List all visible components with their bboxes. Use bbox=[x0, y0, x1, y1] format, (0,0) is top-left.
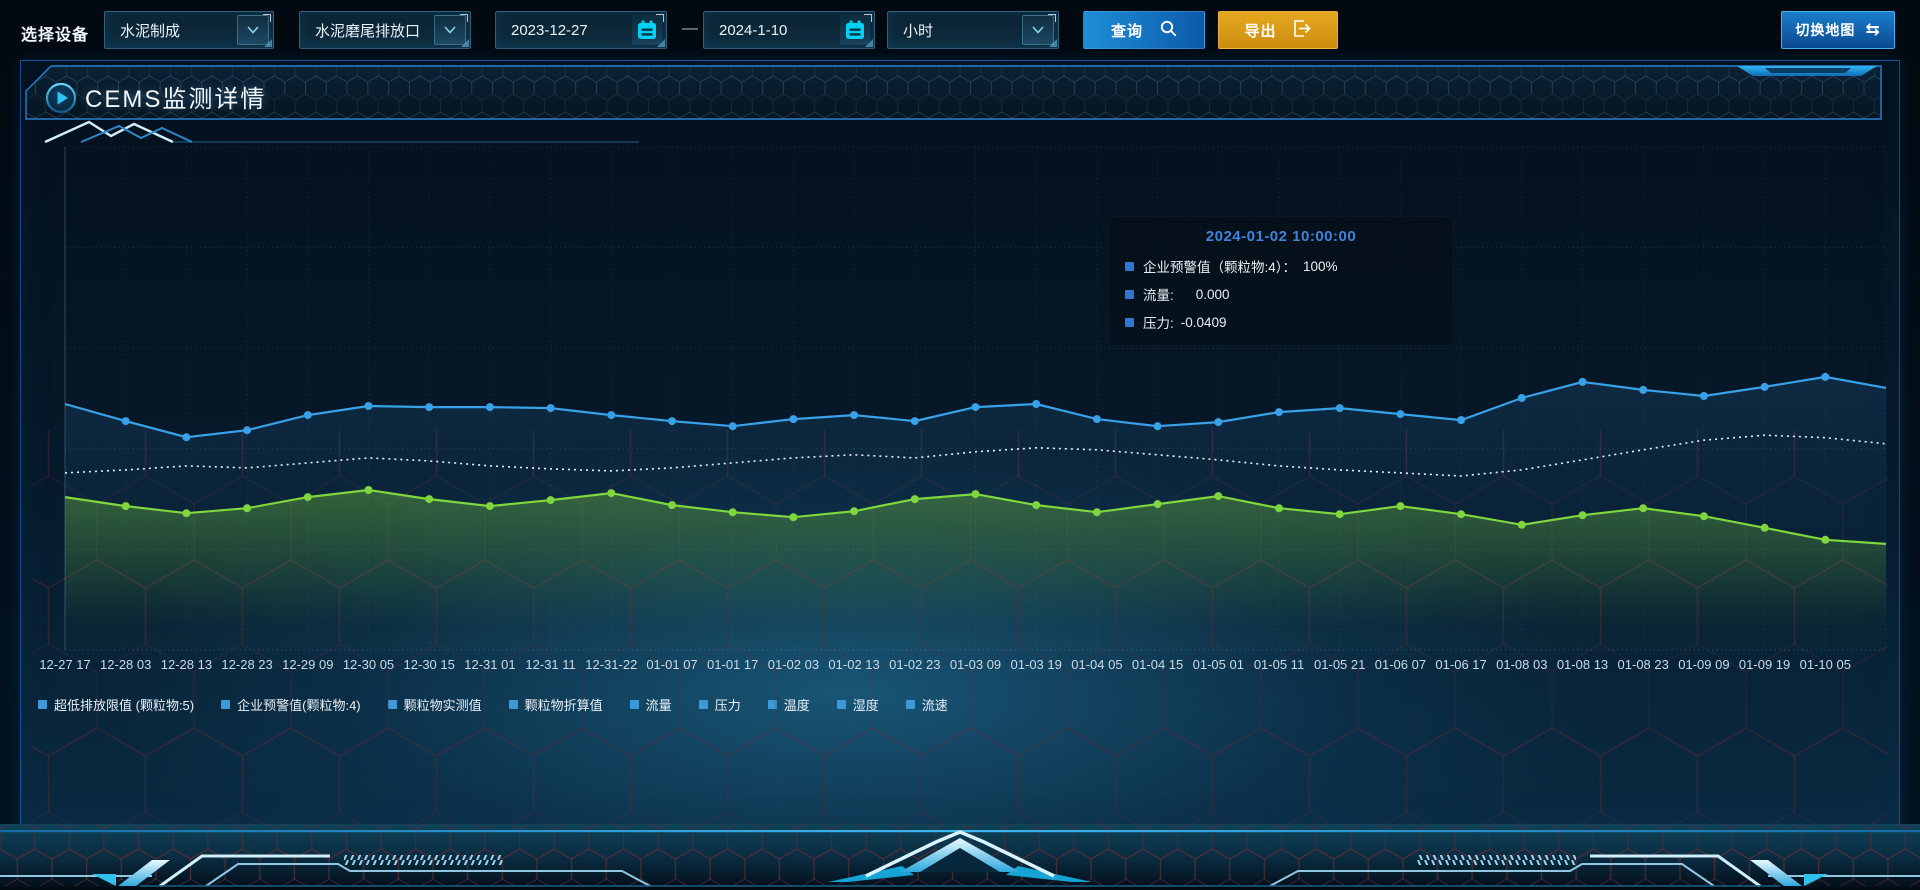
date-range-separator: — bbox=[682, 20, 698, 37]
svg-text:01-01 07: 01-01 07 bbox=[646, 657, 697, 672]
tooltip-row-3: 压力: -0.0409 bbox=[1125, 312, 1437, 332]
svg-text:01-04 15: 01-04 15 bbox=[1132, 657, 1183, 672]
chart-tooltip: 2024-01-02 10:00:00 企业预警值（颗粒物:4）： 100% 流量:… bbox=[1108, 216, 1454, 346]
end-date-value: 2024-1-10 bbox=[719, 21, 788, 39]
end-date-input[interactable]: 2024-1-10 bbox=[703, 11, 875, 49]
start-date-value: 2023-12-27 bbox=[511, 21, 588, 39]
export-button-label: 导出 bbox=[1244, 22, 1277, 40]
svg-text:12-31-22: 12-31-22 bbox=[585, 657, 637, 672]
play-icon[interactable] bbox=[45, 82, 77, 119]
series-marker-icon bbox=[1125, 289, 1134, 299]
series-marker-icon bbox=[1125, 317, 1134, 327]
interval-select[interactable]: 小时 bbox=[887, 11, 1059, 49]
outlet-select[interactable]: 水泥磨尾排放口 bbox=[299, 11, 471, 49]
svg-text:01-08 13: 01-08 13 bbox=[1557, 657, 1608, 672]
export-button[interactable]: 导出 bbox=[1218, 11, 1338, 49]
tooltip-label: 企业预警值（颗粒物:4）： bbox=[1143, 260, 1297, 275]
svg-text:01-02 13: 01-02 13 bbox=[828, 657, 879, 672]
tooltip-value: 100% bbox=[1303, 258, 1338, 274]
outlet-select-value: 水泥磨尾排放口 bbox=[315, 22, 421, 40]
svg-text:12-31 01: 12-31 01 bbox=[464, 657, 515, 672]
svg-text:01-03 09: 01-03 09 bbox=[950, 657, 1001, 672]
tooltip-label: 流量: bbox=[1143, 288, 1174, 303]
tooltip-row-2: 流量: 0.000 bbox=[1125, 284, 1437, 304]
query-button-label: 查询 bbox=[1110, 22, 1143, 40]
svg-text:01-10 05: 01-10 05 bbox=[1800, 657, 1851, 672]
tooltip-value: 0.000 bbox=[1195, 286, 1230, 302]
svg-text:01-09 09: 01-09 09 bbox=[1678, 657, 1729, 672]
tooltip-row-1: 企业预警值（颗粒物:4）： 100% bbox=[1125, 256, 1437, 276]
svg-text:12-29 09: 12-29 09 bbox=[282, 657, 333, 672]
switch-map-button[interactable]: 切换地图 ⇆ bbox=[1781, 11, 1895, 49]
device-select[interactable]: 水泥制成 bbox=[104, 11, 274, 49]
chevron-down-icon[interactable] bbox=[434, 15, 466, 45]
bottom-frame-decoration bbox=[0, 824, 1920, 890]
svg-text:12-30 05: 12-30 05 bbox=[343, 657, 394, 672]
search-icon bbox=[1159, 19, 1177, 41]
svg-text:01-05 21: 01-05 21 bbox=[1314, 657, 1365, 672]
panel-header bbox=[25, 65, 1882, 120]
svg-text:01-08 03: 01-08 03 bbox=[1496, 657, 1547, 672]
tooltip-value: -0.0409 bbox=[1180, 314, 1227, 330]
swap-arrows-icon: ⇆ bbox=[1865, 20, 1881, 39]
start-date-input[interactable]: 2023-12-27 bbox=[495, 11, 667, 49]
svg-text:01-08 23: 01-08 23 bbox=[1618, 657, 1669, 672]
switch-map-label: 切换地图 bbox=[1795, 22, 1856, 38]
panel-title: CEMS监测详情 bbox=[85, 86, 267, 113]
calendar-icon[interactable] bbox=[840, 15, 870, 45]
header-zigzag-decoration bbox=[44, 120, 639, 144]
series-marker-icon bbox=[1125, 261, 1134, 271]
svg-text:01-06 17: 01-06 17 bbox=[1435, 657, 1486, 672]
svg-text:12-28 23: 12-28 23 bbox=[221, 657, 272, 672]
svg-text:12-28 13: 12-28 13 bbox=[161, 657, 212, 672]
svg-text:01-02 03: 01-02 03 bbox=[768, 657, 819, 672]
chevron-down-icon[interactable] bbox=[237, 15, 269, 45]
svg-text:01-06 07: 01-06 07 bbox=[1375, 657, 1426, 672]
svg-text:01-09 19: 01-09 19 bbox=[1739, 657, 1790, 672]
cems-line-chart[interactable]: 12-27 17 12-28 03 12-28 13 12-28 23 12-29 09… bbox=[20, 60, 1900, 830]
export-icon bbox=[1293, 19, 1312, 41]
calendar-icon[interactable] bbox=[632, 15, 662, 45]
svg-text:12-28 03: 12-28 03 bbox=[100, 657, 151, 672]
svg-text:01-04 05: 01-04 05 bbox=[1071, 657, 1122, 672]
svg-text:12-30 15: 12-30 15 bbox=[404, 657, 455, 672]
svg-text:01-05 01: 01-05 01 bbox=[1193, 657, 1244, 672]
chevron-down-icon[interactable] bbox=[1022, 15, 1054, 45]
svg-text:12-27 17: 12-27 17 bbox=[39, 657, 90, 672]
svg-text:01-02 23: 01-02 23 bbox=[889, 657, 940, 672]
svg-text:01-05 11: 01-05 11 bbox=[1254, 657, 1304, 672]
svg-text:01-03 19: 01-03 19 bbox=[1011, 657, 1062, 672]
tooltip-label: 压力: bbox=[1143, 316, 1174, 331]
query-button[interactable]: 查询 bbox=[1083, 11, 1205, 49]
tooltip-timestamp: 2024-01-02 10:00:00 bbox=[1205, 228, 1357, 245]
interval-select-value: 小时 bbox=[903, 22, 934, 40]
svg-text:01-01 17: 01-01 17 bbox=[707, 657, 758, 672]
svg-text:12-31 11: 12-31 11 bbox=[525, 657, 575, 672]
device-select-label: 选择设备 bbox=[21, 27, 90, 44]
device-select-value: 水泥制成 bbox=[120, 22, 181, 40]
